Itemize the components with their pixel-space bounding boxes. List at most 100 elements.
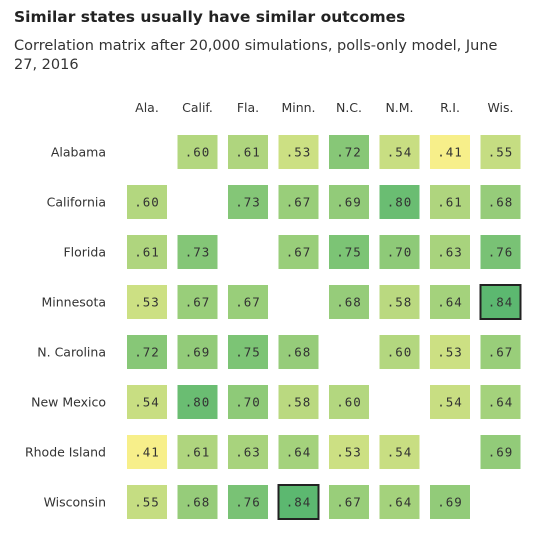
- heatmap-cell-california-fla: [228, 185, 268, 219]
- cell-value-new-mexico-fla: .70: [235, 395, 261, 410]
- heatmap-cell-n-carolina-r-i: [430, 335, 470, 369]
- cell-value-new-mexico-ala: .54: [134, 395, 160, 410]
- heatmap-cell-new-mexico-wis: [480, 385, 521, 419]
- cell-value-minnesota-n-m: .58: [387, 295, 413, 310]
- cell-value-new-mexico-r-i: .54: [437, 395, 463, 410]
- heatmap-cell-minnesota-r-i: [430, 285, 470, 319]
- heatmap-cell-minnesota-fla: [228, 285, 268, 319]
- chart-title: Similar states usually have similar outc…: [14, 8, 406, 26]
- cell-value-minnesota-wis: .84: [488, 295, 514, 310]
- cell-value-new-mexico-wis: .64: [488, 395, 514, 410]
- heatmap-cell-rhode-island-fla: [228, 435, 268, 469]
- heatmap-cell-rhode-island-minn: [278, 435, 319, 469]
- column-label-calif: Calif.: [182, 100, 213, 115]
- row-label-california: California: [47, 195, 106, 210]
- cell-value-minnesota-ala: .53: [134, 295, 160, 310]
- cell-value-n-carolina-n-m: .60: [387, 345, 413, 360]
- heatmap-cell-alabama-wis: [480, 135, 521, 169]
- column-label-n-c: N.C.: [336, 100, 362, 115]
- heatmap-cell-n-carolina-ala: [127, 335, 167, 369]
- cell-value-florida-calif: .73: [185, 245, 211, 260]
- heatmap-cell-new-mexico-ala: [127, 385, 167, 419]
- heatmap-cell-wisconsin-r-i: [430, 485, 470, 519]
- cell-value-california-n-m: .80: [387, 195, 413, 210]
- cell-value-california-ala: .60: [134, 195, 160, 210]
- row-label-minnesota: Minnesota: [41, 295, 106, 310]
- heatmap-cell-alabama-n-c: [329, 135, 369, 169]
- row-label-alabama: Alabama: [51, 145, 106, 160]
- cell-value-alabama-n-m: .54: [387, 145, 413, 160]
- heatmap-cell-minnesota-wis: [479, 284, 522, 320]
- heatmap-cell-california-ala: [127, 185, 167, 219]
- heatmap-cell-rhode-island-calif: [177, 435, 218, 469]
- cell-value-rhode-island-ala: .41: [134, 445, 160, 460]
- cell-value-rhode-island-fla: .63: [235, 445, 261, 460]
- cell-value-rhode-island-calif: .61: [185, 445, 211, 460]
- row-label-wisconsin: Wisconsin: [44, 495, 106, 510]
- heatmap-cell-wisconsin-fla: [228, 485, 268, 519]
- cell-value-minnesota-calif: .67: [185, 295, 211, 310]
- row-label-new-mexico: New Mexico: [31, 395, 106, 410]
- heatmap-cell-california-minn: [278, 185, 319, 219]
- heatmap-cell-florida-wis: [480, 235, 521, 269]
- heatmap-cell-minnesota-ala: [127, 285, 167, 319]
- cell-value-wisconsin-r-i: .69: [437, 495, 463, 510]
- heatmap-cell-alabama-minn: [278, 135, 319, 169]
- heatmap-cell-alabama-n-m: [379, 135, 420, 169]
- cell-value-rhode-island-n-c: .53: [336, 445, 362, 460]
- cell-value-alabama-calif: .60: [185, 145, 211, 160]
- heatmap-cell-new-mexico-n-c: [329, 385, 369, 419]
- cell-value-florida-r-i: .63: [437, 245, 463, 260]
- cell-value-wisconsin-minn: .84: [286, 495, 312, 510]
- heatmap-cell-california-n-m: [379, 185, 420, 219]
- heatmap-cell-n-carolina-minn: [278, 335, 319, 369]
- heatmap-cell-rhode-island-ala: [127, 435, 167, 469]
- row-label-rhode-island: Rhode Island: [25, 445, 106, 460]
- heatmap-cell-wisconsin-ala: [127, 485, 167, 519]
- cell-value-new-mexico-n-c: .60: [336, 395, 362, 410]
- heatmap-cell-n-carolina-fla: [228, 335, 268, 369]
- cell-value-california-r-i: .61: [437, 195, 463, 210]
- chart-subtitle: Correlation matrix after 20,000 simulati…: [14, 38, 498, 73]
- cell-value-wisconsin-n-c: .67: [336, 495, 362, 510]
- heatmap-cell-florida-n-c: [329, 235, 369, 269]
- cell-value-n-carolina-fla: .75: [235, 345, 261, 360]
- row-label-florida: Florida: [63, 245, 106, 260]
- heatmap-cell-new-mexico-r-i: [430, 385, 470, 419]
- cell-value-florida-ala: .61: [134, 245, 160, 260]
- cell-value-wisconsin-ala: .55: [134, 495, 160, 510]
- cell-value-new-mexico-calif: .80: [185, 395, 211, 410]
- cell-value-wisconsin-fla: .76: [235, 495, 261, 510]
- heatmap-cell-minnesota-calif: [177, 285, 218, 319]
- cell-value-california-fla: .73: [235, 195, 261, 210]
- heatmap-cell-n-carolina-n-m: [379, 335, 420, 369]
- heatmap-cell-wisconsin-minn: [277, 484, 320, 520]
- cell-value-florida-minn: .67: [286, 245, 312, 260]
- heatmap-cell-minnesota-n-c: [329, 285, 369, 319]
- heatmap-cell-alabama-calif: [177, 135, 218, 169]
- cell-value-alabama-fla: .61: [235, 145, 261, 160]
- cell-value-alabama-n-c: .72: [336, 145, 362, 160]
- heatmap-cell-california-n-c: [329, 185, 369, 219]
- cell-value-california-n-c: .69: [336, 195, 362, 210]
- heatmap-cell-florida-minn: [278, 235, 319, 269]
- cell-value-n-carolina-calif: .69: [185, 345, 211, 360]
- heatmap-cell-florida-r-i: [430, 235, 470, 269]
- heatmap-cell-california-wis: [480, 185, 521, 219]
- heatmap-cell-n-carolina-calif: [177, 335, 218, 369]
- cell-value-wisconsin-n-m: .64: [387, 495, 413, 510]
- cell-value-rhode-island-wis: .69: [488, 445, 514, 460]
- cell-value-n-carolina-ala: .72: [134, 345, 160, 360]
- column-label-n-m: N.M.: [385, 100, 413, 115]
- cell-value-florida-n-c: .75: [336, 245, 362, 260]
- cell-value-rhode-island-minn: .64: [286, 445, 312, 460]
- cell-value-alabama-r-i: .41: [437, 145, 463, 160]
- cell-value-florida-n-m: .70: [387, 245, 413, 260]
- cell-value-alabama-minn: .53: [286, 145, 312, 160]
- cell-value-n-carolina-r-i: .53: [437, 345, 463, 360]
- heatmap-cell-new-mexico-calif: [177, 385, 218, 419]
- cell-value-minnesota-n-c: .68: [336, 295, 362, 310]
- heatmap-cell-new-mexico-minn: [278, 385, 319, 419]
- cell-value-rhode-island-n-m: .54: [387, 445, 413, 460]
